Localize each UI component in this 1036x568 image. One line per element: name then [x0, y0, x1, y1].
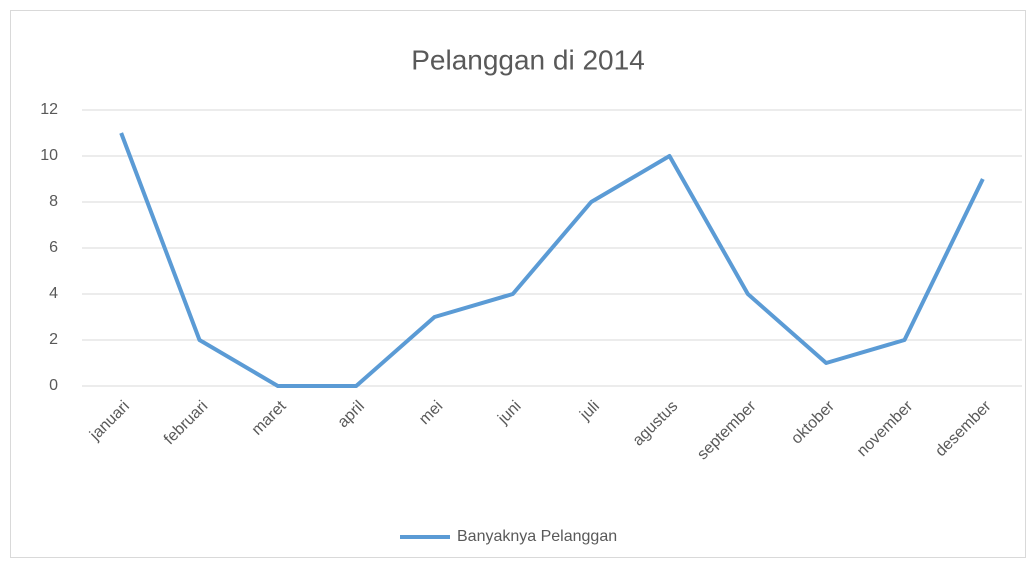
y-tick-label: 6 — [49, 239, 58, 256]
chart-frame — [10, 10, 1026, 558]
y-tick-label: 0 — [49, 377, 58, 394]
chart-title: Pelanggan di 2014 — [411, 44, 645, 75]
y-tick-label: 4 — [49, 285, 58, 302]
legend-label: Banyaknya Pelanggan — [457, 528, 617, 545]
series-line — [119, 132, 985, 388]
y-tick-label: 12 — [40, 101, 58, 118]
y-tick-label: 8 — [49, 193, 58, 210]
y-tick-label: 2 — [49, 331, 58, 348]
y-tick-label: 10 — [40, 147, 58, 164]
